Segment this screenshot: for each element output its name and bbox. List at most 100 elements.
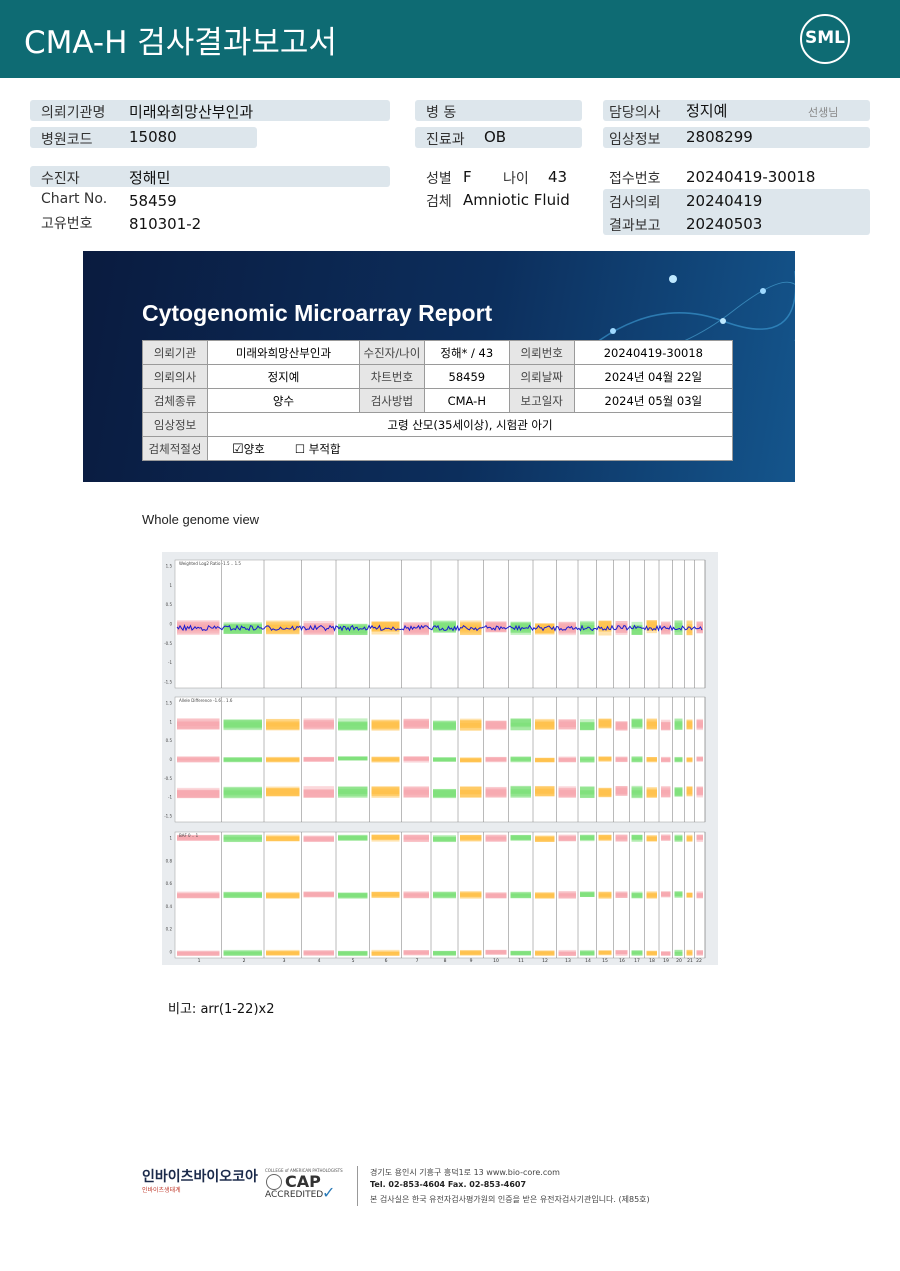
scatter-band: [303, 950, 334, 954]
scatter-band: [598, 620, 612, 630]
scatter-band: [646, 894, 657, 899]
scatter-band: [433, 721, 456, 730]
scatter-band: [674, 788, 683, 796]
scatter-band: [177, 620, 220, 630]
scatter-band: [631, 789, 643, 798]
scatter-band: [580, 625, 595, 635]
scatter-band: [615, 950, 628, 955]
scatter-band: [598, 950, 612, 955]
value: 미래와희망산부인과: [129, 103, 254, 121]
table-row: 의뢰의사 정지예 차트번호 58459 의뢰날짜 2024년 04월 22일: [142, 364, 734, 389]
cap-top: COLLEGE of AMERICAN PATHOLOGISTS: [265, 1168, 343, 1173]
scatter-band: [646, 951, 657, 955]
scatter-band: [338, 951, 368, 956]
scatter-band: [615, 893, 628, 898]
scatter-band: [598, 835, 612, 841]
scatter-band: [460, 951, 482, 956]
scatter-band: [303, 786, 334, 794]
scatter-band: [510, 951, 531, 956]
scatter-band: [598, 788, 612, 796]
scatter-band: [338, 950, 368, 955]
scatter-band: [661, 951, 671, 956]
scatter-band: [303, 891, 334, 897]
scatter-band: [266, 786, 300, 795]
scatter-band: [177, 621, 220, 631]
scatter-band: [696, 893, 703, 898]
cell-label: 의뢰날짜: [508, 364, 575, 389]
scatter-band: [460, 834, 482, 840]
scatter-band: [580, 951, 595, 956]
scatter-band: [580, 790, 595, 798]
scatter-band: [686, 892, 693, 898]
scatter-band: [646, 789, 657, 797]
scatter-band: [598, 891, 612, 897]
scatter-band: [696, 621, 703, 631]
value: F: [463, 168, 472, 186]
y-tick-label: 0: [169, 950, 172, 955]
scatter-band: [598, 626, 612, 636]
scatter-band: [485, 893, 507, 898]
scatter-band: [433, 623, 456, 633]
divider: [357, 1166, 358, 1206]
scatter-band: [223, 834, 262, 840]
cell-value: 2024년 05월 03일: [573, 388, 734, 413]
scatter-band: [338, 625, 368, 635]
scatter-band: [371, 757, 400, 762]
scatter-band: [580, 625, 595, 635]
scatter-band: [661, 951, 671, 956]
scatter-band: [403, 950, 429, 954]
scatter-band: [631, 893, 643, 898]
scatter-band: [661, 624, 671, 634]
scatter-band: [177, 790, 220, 798]
scatter-band: [510, 722, 531, 731]
scatter-band: [631, 834, 643, 840]
scatter-band: [433, 790, 456, 799]
scatter-band: [403, 892, 429, 898]
scatter-band: [674, 951, 683, 956]
scatter-band: [303, 789, 334, 797]
scatter-band: [303, 625, 334, 635]
scatter-band: [646, 758, 657, 763]
scatter-band: [686, 721, 693, 729]
scatter-band: [661, 834, 671, 840]
scatter-band: [510, 835, 531, 840]
scatter-band: [338, 786, 368, 795]
scatter-band: [580, 836, 595, 842]
scatter-band: [580, 834, 595, 840]
scatter-band: [403, 624, 429, 634]
scatter-band: [631, 758, 643, 763]
scatter-band: [460, 950, 482, 955]
scatter-band: [177, 756, 220, 761]
scatter-band: [177, 758, 220, 762]
scatter-band: [338, 625, 368, 636]
scatter-band: [223, 757, 262, 762]
scatter-band: [303, 835, 334, 840]
scatter-band: [646, 788, 657, 796]
scatter-band: [631, 837, 643, 842]
value: 2808299: [686, 128, 753, 146]
scatter-band: [580, 756, 595, 761]
scatter-band: [558, 722, 576, 730]
label: 임상정보: [609, 132, 661, 148]
scatter-band: [433, 757, 456, 762]
scatter-band: [303, 790, 334, 798]
scatter-band: [433, 893, 456, 898]
scatter-band: [338, 756, 368, 761]
report-title: Cytogenomic Microarray Report: [142, 300, 493, 326]
scatter-band: [403, 786, 429, 794]
y-tick-label: 0: [169, 622, 172, 627]
scatter-band: [485, 720, 507, 728]
scatter-band: [510, 718, 531, 727]
scatter-band: [510, 758, 531, 763]
scatter-band: [485, 790, 507, 798]
scatter-band: [580, 891, 595, 896]
scatter-band: [674, 757, 683, 762]
phone: Tel. 02-853-4604 Fax. 02-853-4607: [370, 1180, 527, 1189]
scatter-band: [674, 835, 683, 841]
scatter-band: [558, 786, 576, 794]
info-box: [415, 100, 582, 121]
scatter-band: [661, 621, 671, 631]
scatter-band: [371, 892, 400, 897]
y-tick-label: 1: [169, 836, 172, 841]
scatter-band: [696, 835, 703, 840]
